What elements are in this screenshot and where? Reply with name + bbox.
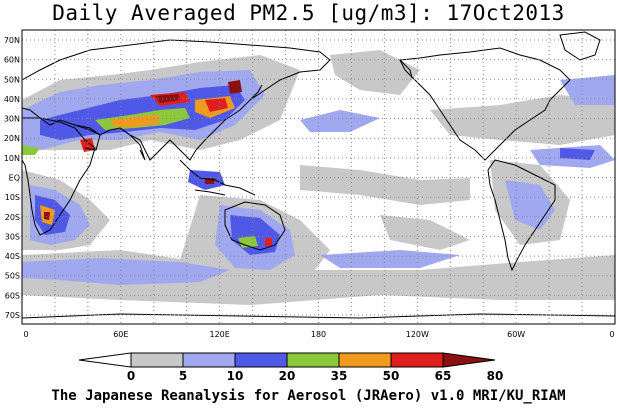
colorbar-tick-label: 65 xyxy=(435,369,452,383)
latitude-label: 70S xyxy=(5,311,20,320)
longitude-label: 0 xyxy=(23,330,28,339)
longitude-label: 60W xyxy=(507,330,525,339)
latitude-label: 60S xyxy=(5,291,20,300)
colorbar-segment xyxy=(130,352,184,368)
longitude-label: 120W xyxy=(406,330,429,339)
latitude-label: 70N xyxy=(4,36,20,45)
longitude-label: 60E xyxy=(113,330,128,339)
latitude-label: EQ xyxy=(9,174,20,183)
colorbar-segment xyxy=(390,352,444,368)
map-title: Daily Averaged PM2.5 [ug/m3]: 17Oct2013 xyxy=(52,1,565,25)
latitude-label: 10N xyxy=(4,154,20,163)
latitude-label: 20N xyxy=(4,134,20,143)
longitude-label: 120E xyxy=(210,330,230,339)
latitude-label: 60N xyxy=(4,56,20,65)
longitude-labels: 0 60E 120E 180 120W 60W 0 xyxy=(23,330,614,339)
colorbar-segment xyxy=(286,352,340,368)
latitude-label: 40N xyxy=(4,95,20,104)
graticule xyxy=(22,30,615,324)
colorbar-arrow-high xyxy=(442,352,496,368)
colorbar-tick-label: 50 xyxy=(383,369,400,383)
latitude-label: 40S xyxy=(5,252,20,261)
colorbar-tick-label: 10 xyxy=(227,369,244,383)
latitude-label: 30S xyxy=(5,232,20,241)
colorbar-segment xyxy=(182,352,236,368)
colorbar-tick-label: 80 xyxy=(487,369,504,383)
latitude-label: 50S xyxy=(5,272,20,281)
credit-line: The Japanese Reanalysis for Aerosol (JRA… xyxy=(51,388,566,404)
colorbar-tick-label: 20 xyxy=(279,369,296,383)
colorbar: 0 5 10 20 35 50 65 80 xyxy=(78,352,504,383)
map-frame xyxy=(21,29,616,325)
latitude-label: 30N xyxy=(4,115,20,124)
colorbar-segment xyxy=(234,352,288,368)
latitude-label: 50N xyxy=(4,75,20,84)
colorbar-tick-label: 35 xyxy=(331,369,348,383)
colorbar-arrow-low xyxy=(78,352,132,368)
coastlines xyxy=(22,31,615,319)
colorbar-segment xyxy=(338,352,392,368)
latitude-labels: 70N 60N 50N 40N 30N 20N 10N EQ 10S 20S 30S 40S 50S 60… xyxy=(4,36,20,320)
longitude-label: 180 xyxy=(311,330,326,339)
colorbar-tick-label: 0 xyxy=(127,369,135,383)
longitude-label: 0 xyxy=(609,330,614,339)
latitude-label: 20S xyxy=(5,213,20,222)
colorbar-tick-label: 5 xyxy=(179,369,187,383)
latitude-label: 10S xyxy=(5,193,20,202)
